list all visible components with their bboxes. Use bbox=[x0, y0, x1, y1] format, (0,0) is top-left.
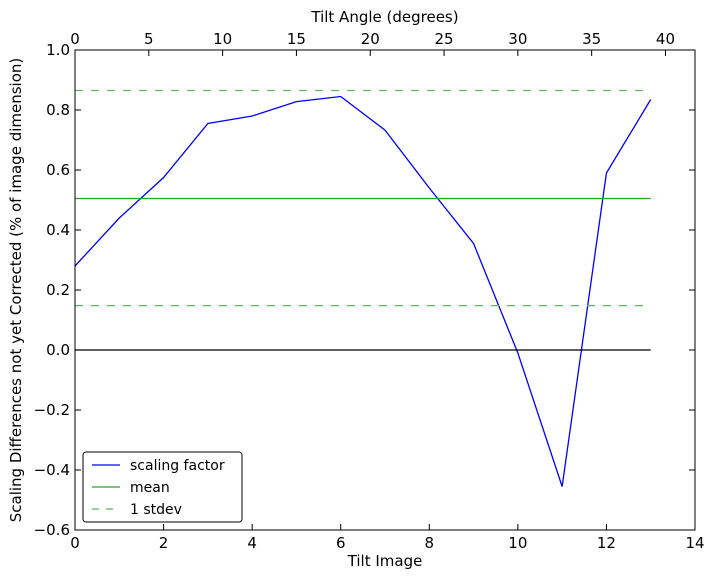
y-tick-label: −0.2 bbox=[34, 401, 70, 419]
x2-tick-label: 25 bbox=[435, 30, 454, 48]
x2-tick-label: 15 bbox=[287, 30, 306, 48]
x2-tick-label: 30 bbox=[508, 30, 527, 48]
legend-label: scaling factor bbox=[130, 458, 225, 474]
y-tick-label: −0.6 bbox=[34, 521, 70, 539]
x-tick-label: 8 bbox=[425, 534, 435, 552]
legend-label: 1 stdev bbox=[130, 502, 182, 518]
legend: scaling factor mean 1 stdev bbox=[82, 451, 243, 523]
y-axis-title: Scaling Differences not yet Corrected (%… bbox=[7, 58, 25, 523]
x-tick-label: 4 bbox=[247, 534, 257, 552]
x-tick-label: 10 bbox=[508, 534, 527, 552]
x2-tick-label: 35 bbox=[582, 30, 601, 48]
y-tick-label: −0.4 bbox=[34, 461, 70, 479]
legend-label: mean bbox=[130, 480, 170, 496]
series-line-scaling-factor bbox=[74, 95, 652, 487]
x-tick-label: 6 bbox=[336, 534, 346, 552]
y-tick-label: 1.0 bbox=[46, 41, 70, 59]
lines-layer bbox=[74, 89, 652, 487]
y-tick-label: 0.2 bbox=[46, 281, 70, 299]
y-tick-label: 0.8 bbox=[46, 101, 70, 119]
x-tick-label: 2 bbox=[159, 534, 169, 552]
x2-tick-label: 5 bbox=[144, 30, 154, 48]
ticks-layer: 0 2 4 6 8 10 12 14 0 5 10 15 20 25 30 35 40 −0.6 −0.4 −0.2 0… bbox=[34, 30, 705, 552]
legend-box bbox=[82, 451, 243, 523]
x-tick-label: 0 bbox=[70, 534, 80, 552]
plot-frame bbox=[74, 49, 696, 531]
x2-tick-label: 0 bbox=[70, 30, 80, 48]
x-tick-label: 14 bbox=[685, 534, 704, 552]
x2-tick-label: 10 bbox=[213, 30, 232, 48]
y-tick-label: 0.4 bbox=[46, 221, 70, 239]
x2-axis-title: Tilt Angle (degrees) bbox=[310, 8, 458, 26]
x2-tick-label: 40 bbox=[656, 30, 675, 48]
y-tick-label: 0.6 bbox=[46, 161, 70, 179]
x2-tick-label: 20 bbox=[361, 30, 380, 48]
x-tick-label: 12 bbox=[597, 534, 616, 552]
y-tick-label: 0.0 bbox=[46, 341, 70, 359]
x-axis-title: Tilt Image bbox=[347, 552, 423, 570]
